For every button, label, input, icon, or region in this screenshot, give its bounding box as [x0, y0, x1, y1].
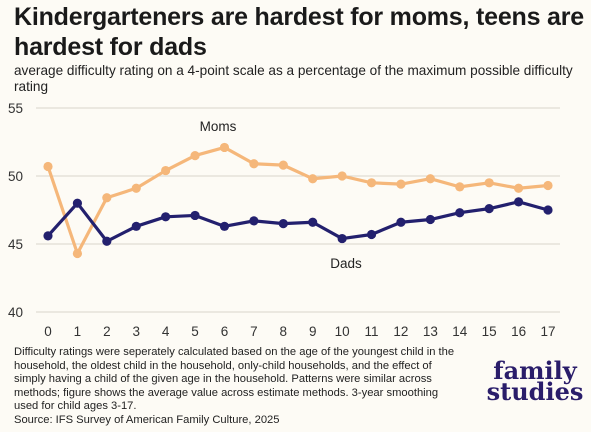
y-tick-label: 45	[8, 237, 23, 252]
moms-point	[543, 180, 553, 191]
source-note: Source: IFS Survey of American Family Cu…	[14, 414, 280, 426]
moms-point	[161, 165, 171, 176]
dads-point	[102, 236, 112, 246]
moms-point	[190, 151, 200, 161]
moms-point	[366, 178, 377, 188]
dads-point	[278, 219, 288, 229]
dads-point	[190, 210, 200, 221]
dads-point	[43, 231, 53, 241]
dads-point	[455, 208, 465, 218]
moms-point	[249, 159, 259, 169]
dads-point	[131, 221, 141, 231]
dads-point	[308, 217, 318, 227]
moms-point	[72, 248, 83, 259]
x-tick-label: 6	[221, 324, 229, 339]
x-tick-label: 16	[511, 324, 526, 339]
chart-subtitle: average difficulty rating on a 4-point s…	[14, 63, 573, 94]
moms-point	[43, 161, 53, 172]
x-tick-label: 0	[44, 324, 52, 339]
dads-point	[366, 229, 377, 240]
dads-point	[484, 204, 494, 214]
moms-point	[308, 174, 318, 184]
moms-point	[219, 142, 230, 153]
x-tick-label: 8	[280, 324, 288, 339]
moms-point	[102, 193, 112, 203]
x-tick-label: 15	[482, 324, 497, 339]
chart-title: Kindergarteners are hardest for moms, te…	[14, 3, 584, 61]
dads-line	[46, 200, 549, 243]
x-tick-label: 13	[423, 324, 438, 339]
dads-point	[337, 233, 347, 244]
dads-point	[425, 214, 435, 225]
series-points	[43, 142, 553, 259]
x-tick-label: 7	[250, 324, 258, 339]
logo-line-2: studies	[486, 377, 584, 406]
moms-point	[425, 174, 435, 184]
y-axis-ticks: 40 45 50 55	[8, 101, 23, 320]
dads-point	[72, 198, 83, 208]
moms-line	[46, 145, 549, 256]
dads-point	[543, 205, 553, 215]
moms-point	[396, 179, 406, 189]
series-lines	[46, 145, 549, 256]
x-axis-ticks: 0 1 2 3 4 5 6 7 8 9 10 11 12 13 14 15 16 17	[44, 324, 555, 339]
y-tick-label: 40	[8, 305, 23, 320]
methodology-note: Difficulty ratings were seperately calcu…	[14, 346, 455, 412]
x-tick-label: 2	[103, 324, 111, 339]
moms-point	[278, 160, 288, 170]
family-studies-logo: family studies	[480, 356, 590, 406]
dads-point	[249, 216, 259, 226]
x-tick-label: 17	[540, 324, 555, 339]
gridlines	[36, 107, 560, 313]
x-tick-label: 14	[452, 324, 468, 339]
dads-point	[219, 221, 230, 231]
moms-point	[513, 183, 524, 193]
dads-point	[513, 197, 524, 207]
moms-series-label: Moms	[200, 119, 237, 134]
x-tick-label: 10	[335, 324, 350, 339]
x-tick-label: 11	[365, 324, 379, 339]
series-labels: Moms Dads	[200, 119, 362, 271]
moms-point	[484, 178, 494, 188]
dads-point	[396, 217, 406, 227]
moms-point	[337, 171, 347, 181]
logo-line-1: family	[493, 356, 577, 385]
y-tick-label: 50	[8, 169, 23, 184]
x-tick-label: 12	[393, 324, 408, 339]
moms-point	[131, 183, 141, 193]
moms-point	[455, 182, 465, 192]
x-tick-label: 9	[309, 324, 317, 339]
x-tick-label: 4	[162, 324, 170, 339]
dads-series-label: Dads	[330, 256, 362, 271]
dads-point	[161, 212, 171, 222]
x-tick-label: 1	[74, 324, 82, 339]
y-tick-label: 55	[8, 101, 23, 116]
x-tick-label: 3	[132, 324, 140, 339]
x-tick-label: 5	[191, 324, 199, 339]
